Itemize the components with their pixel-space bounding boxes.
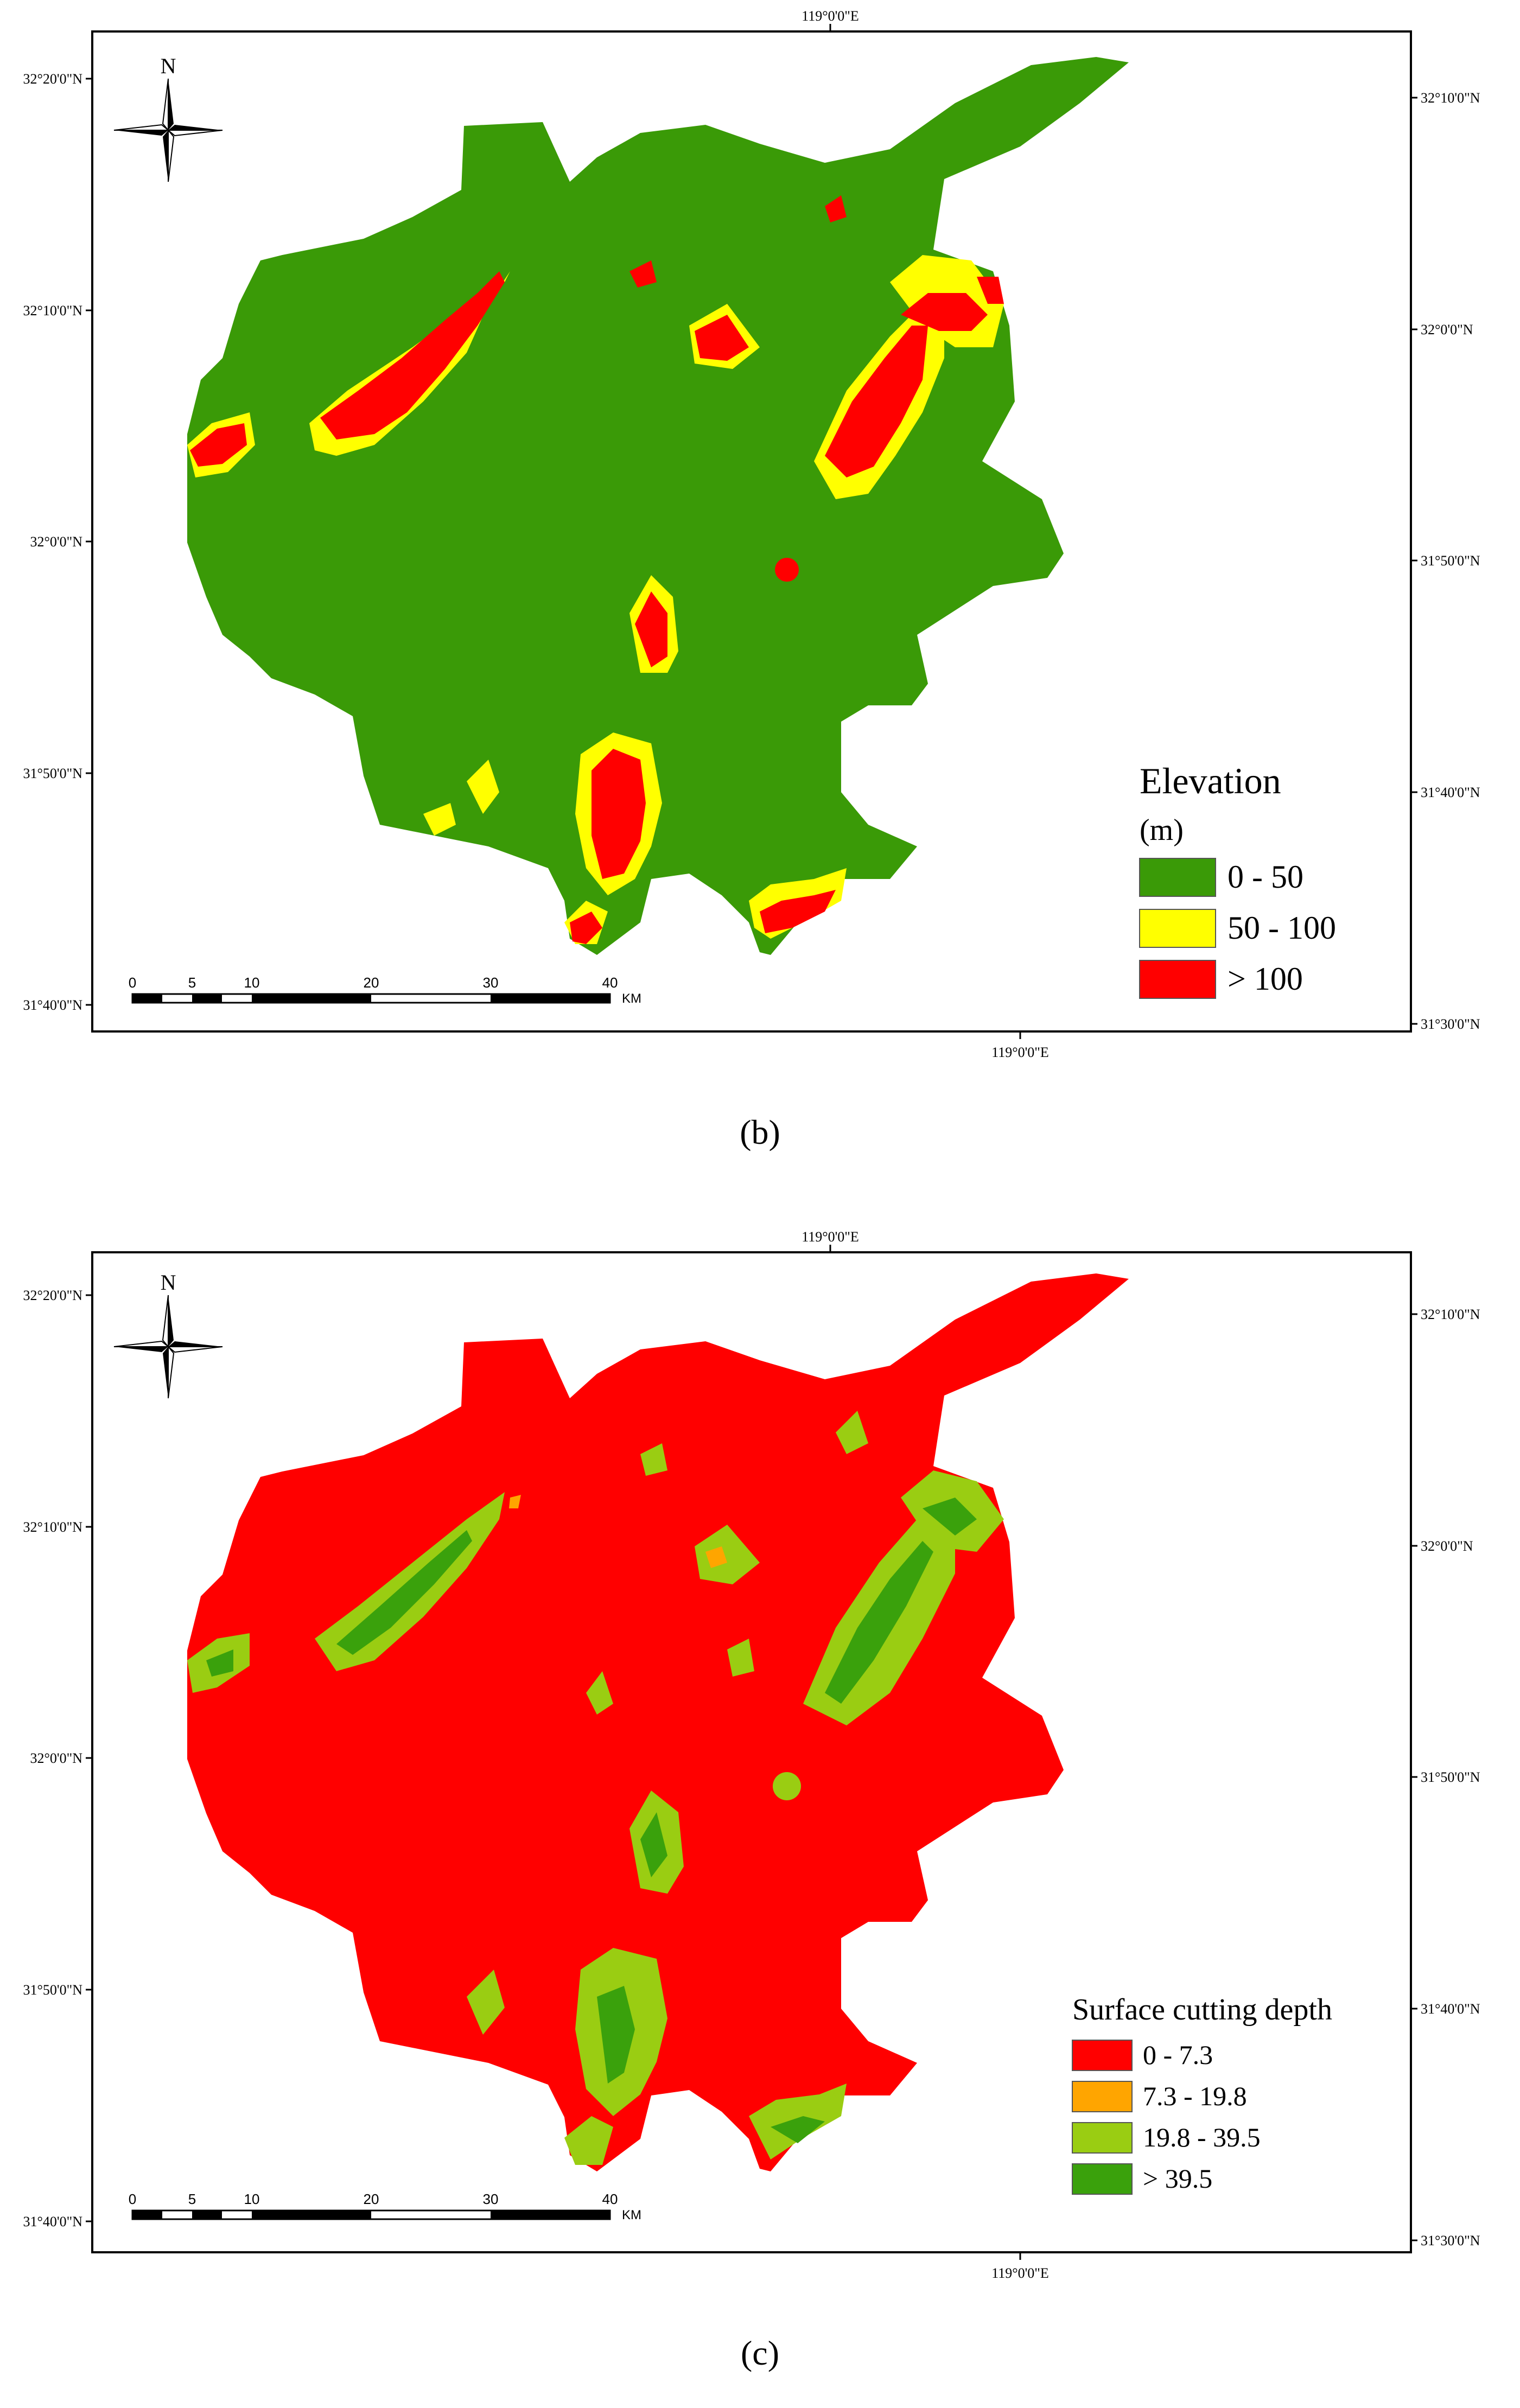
lat-label-right: 32°0'0"N — [1421, 322, 1473, 337]
scale-bar: 0 5 10 20 30 40 KM — [129, 2191, 641, 2222]
scale-tick: 5 — [188, 974, 196, 991]
scale-tick: 30 — [483, 974, 499, 991]
map-panel-elevation: 119°0'0"E 119°0'0"E 32°20'0"N 32°10'0"N … — [0, 0, 1520, 1194]
cutting-depth-map: 119°0'0"E 119°0'0"E 32°20'0"N 32°10'0"N … — [23, 1229, 1480, 2281]
lat-label-right: 32°0'0"N — [1421, 1538, 1473, 1554]
north-label: N — [161, 1270, 176, 1295]
scale-tick: 40 — [602, 2191, 618, 2207]
lat-label-left: 32°0'0"N — [30, 1750, 83, 1766]
left-latitude-axis: 32°20'0"N 32°10'0"N 32°0'0"N 31°50'0"N 3… — [23, 71, 92, 1013]
lat-label-left: 32°0'0"N — [30, 534, 83, 550]
figure-caption: (c) — [740, 2334, 780, 2372]
lat-label-left: 32°10'0"N — [23, 1519, 83, 1535]
legend-label: 0 - 50 — [1228, 859, 1303, 895]
legend-swatch — [1072, 2040, 1133, 2071]
lat-label-left: 31°50'0"N — [23, 766, 83, 781]
lon-label-top: 119°0'0"E — [802, 8, 859, 24]
legend-swatch — [1139, 960, 1216, 999]
lat-label-left: 32°10'0"N — [23, 303, 83, 318]
scale-tick: 20 — [364, 2191, 379, 2207]
region-cutting-low — [187, 1273, 1129, 2171]
lon-label-bottom: 119°0'0"E — [991, 2265, 1049, 2281]
scale-tick: 20 — [364, 974, 379, 991]
right-latitude-axis: 32°10'0"N 32°0'0"N 31°50'0"N 31°40'0"N 3… — [1411, 90, 1480, 1032]
legend: Surface cutting depth 0 - 7.3 7.3 - 19.8… — [1072, 1993, 1332, 2195]
left-latitude-axis: 32°20'0"N 32°10'0"N 32°0'0"N 31°50'0"N 3… — [23, 1288, 92, 2229]
lat-label-left: 31°40'0"N — [23, 997, 83, 1013]
legend-swatch — [1139, 909, 1216, 948]
scale-tick: 5 — [188, 2191, 196, 2207]
map-panel-cutting-depth: 119°0'0"E 119°0'0"E 32°20'0"N 32°10'0"N … — [0, 1226, 1520, 2408]
north-arrow-icon: N — [113, 1270, 223, 1399]
elevation-map: 119°0'0"E 119°0'0"E 32°20'0"N 32°10'0"N … — [23, 8, 1480, 1060]
right-latitude-axis: 32°10'0"N 32°0'0"N 31°50'0"N 31°40'0"N 3… — [1411, 1307, 1480, 2248]
scale-unit: KM — [622, 991, 641, 1006]
lat-label-right: 31°50'0"N — [1421, 1769, 1480, 1785]
north-label: N — [161, 54, 176, 78]
scale-tick: 0 — [129, 2191, 136, 2207]
lon-label-bottom: 119°0'0"E — [991, 1044, 1049, 1060]
legend-title: Surface cutting depth — [1072, 1993, 1332, 2027]
scale-tick: 40 — [602, 974, 618, 991]
scale-tick: 30 — [483, 2191, 499, 2207]
scale-tick: 0 — [129, 974, 136, 991]
lat-label-right: 31°50'0"N — [1421, 553, 1480, 569]
lat-label-left: 31°40'0"N — [23, 2214, 83, 2229]
lon-label-top: 119°0'0"E — [802, 1229, 859, 1245]
legend-label: > 100 — [1228, 961, 1303, 997]
elevation-high-zones — [190, 195, 1004, 944]
cutting-high-zones — [206, 1498, 977, 2143]
legend-swatch — [1072, 2081, 1133, 2112]
legend-swatch — [1139, 858, 1216, 897]
legend-label: > 39.5 — [1143, 2163, 1212, 2194]
north-arrow-icon: N — [113, 54, 223, 182]
legend: Elevation (m) 0 - 50 50 - 100 > 100 — [1139, 760, 1336, 999]
scale-tick: 10 — [244, 974, 260, 991]
legend-subtitle: (m) — [1140, 813, 1184, 847]
scale-bar: 0 5 10 20 30 40 KM — [129, 974, 641, 1006]
lat-label-right: 31°30'0"N — [1421, 1016, 1480, 1032]
lat-label-right: 31°30'0"N — [1421, 2233, 1480, 2248]
lat-label-left: 32°20'0"N — [23, 1288, 83, 1303]
lat-label-right: 32°10'0"N — [1421, 90, 1480, 106]
scale-unit: KM — [622, 2208, 641, 2222]
legend-title: Elevation — [1140, 760, 1281, 801]
lat-label-left: 31°50'0"N — [23, 1982, 83, 1998]
lat-label-left: 32°20'0"N — [23, 71, 83, 87]
cutting-moderate-zones — [509, 1495, 727, 1568]
lat-label-right: 32°10'0"N — [1421, 1307, 1480, 1322]
legend-label: 50 - 100 — [1228, 910, 1336, 946]
lat-label-right: 31°40'0"N — [1421, 785, 1480, 800]
legend-label: 7.3 - 19.8 — [1143, 2081, 1247, 2111]
figure-caption: (b) — [740, 1113, 780, 1151]
legend-swatch — [1072, 2163, 1133, 2195]
scale-tick: 10 — [244, 2191, 260, 2207]
legend-label: 0 - 7.3 — [1143, 2040, 1213, 2070]
legend-swatch — [1072, 2122, 1133, 2154]
lat-label-right: 31°40'0"N — [1421, 2001, 1480, 2017]
legend-label: 19.8 - 39.5 — [1143, 2122, 1261, 2152]
